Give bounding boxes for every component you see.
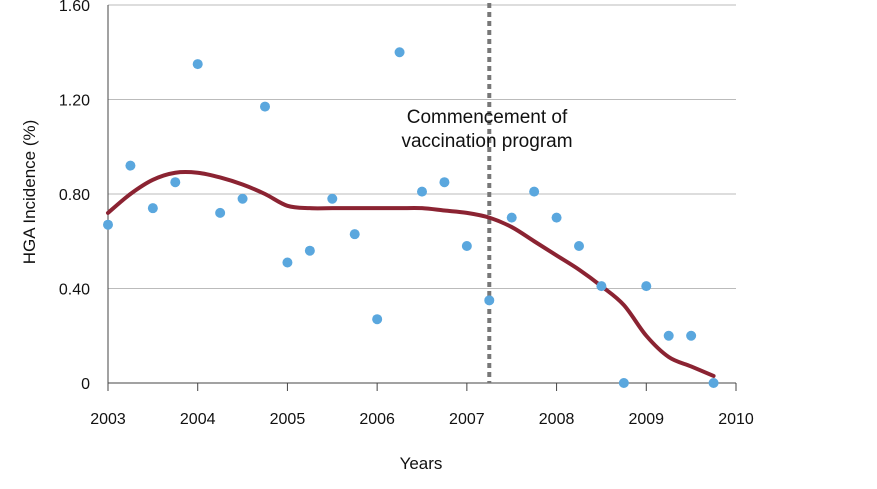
x-tick-label: 2008 [539, 411, 575, 428]
x-tick-label: 2005 [270, 411, 306, 428]
y-tick-label: 0.80 [59, 187, 90, 204]
y-tick-label: 0.40 [59, 282, 90, 299]
data-point [125, 160, 136, 171]
x-tick-label: 2003 [90, 411, 126, 428]
data-point [574, 240, 584, 251]
data-point [372, 314, 383, 325]
x-tick-labels: 2003 2004 2005 2006 2007 2008 2009 2010 [90, 383, 754, 428]
data-point [147, 203, 158, 214]
y-axis-title: HGA Incidence (%) [20, 120, 39, 265]
data-point [260, 101, 270, 112]
x-tick-label: 2007 [449, 411, 485, 428]
data-point [417, 186, 427, 197]
data-point [506, 212, 517, 223]
data-point [484, 295, 495, 306]
data-point [596, 281, 607, 292]
gridlines [108, 4, 736, 289]
data-point [551, 212, 562, 223]
data-point [663, 330, 674, 341]
x-tick-label: 2004 [180, 411, 216, 428]
y-tick-label: 1.20 [59, 93, 90, 110]
y-tick-label: 1.60 [59, 0, 90, 15]
x-tick-label: 2009 [628, 411, 664, 428]
trend-line [106, 169, 716, 378]
data-point [237, 193, 248, 204]
x-axis-title: Years [400, 454, 443, 473]
annotation-line-2: vaccination program [401, 131, 572, 152]
y-tick-label: 0 [81, 376, 90, 393]
data-point [618, 378, 629, 388]
data-point [708, 378, 719, 388]
data-point [439, 177, 450, 188]
data-points [103, 47, 719, 388]
x-tick-label: 2006 [359, 411, 395, 428]
data-point [304, 245, 315, 256]
data-point [215, 207, 226, 218]
data-point [170, 177, 181, 188]
data-point [686, 330, 697, 341]
y-tick-labels: 0 0.40 0.80 1.20 1.60 [59, 0, 90, 393]
data-point [282, 257, 293, 268]
annotation-line-1: Commencement of [407, 107, 568, 128]
data-point [394, 47, 405, 58]
data-point [461, 240, 472, 251]
data-point [103, 219, 113, 230]
data-point [641, 281, 652, 292]
data-point [529, 186, 540, 197]
x-tick-label: 2010 [718, 411, 754, 428]
data-point [349, 229, 360, 240]
data-point [327, 193, 338, 204]
data-point [192, 59, 203, 70]
